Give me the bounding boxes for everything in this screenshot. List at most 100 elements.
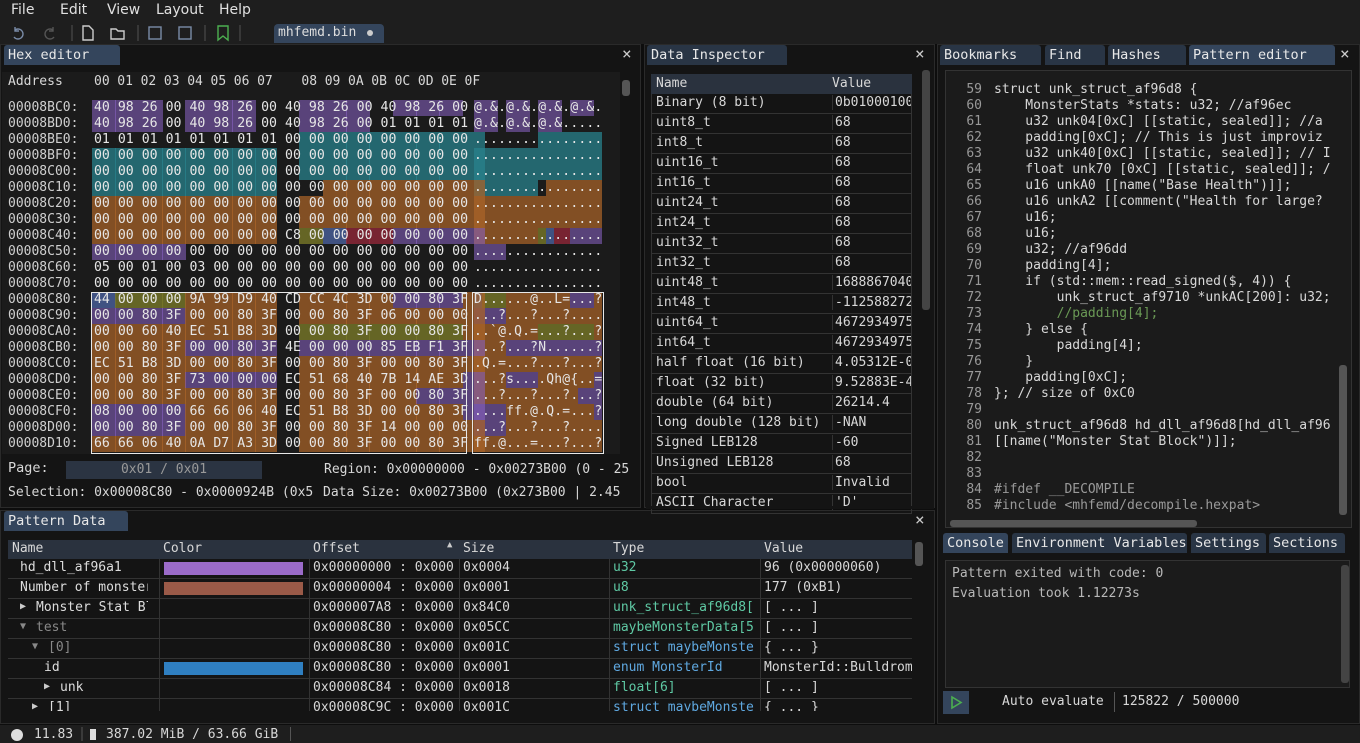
code-line: u16 unkA2 [[comment("Health for large? (994, 194, 1323, 209)
inspector-row[interactable]: bool Invalid (651, 474, 912, 494)
inspector-row[interactable]: int64_t 4672934975 (651, 334, 912, 354)
inspector-row[interactable]: double (64 bit) 26214.4 (651, 394, 912, 414)
ascii-highlight (482, 244, 490, 260)
new-file-icon[interactable] (82, 25, 94, 41)
inspector-row[interactable]: uint16_t 68 (651, 154, 912, 174)
panel-tab[interactable]: Pattern editor (1189, 45, 1335, 65)
byte-highlight (369, 196, 394, 212)
expand-arrow[interactable]: ▶ (32, 701, 39, 712)
code-line: u16 unkA0 [[name("Base Health")]]; (994, 178, 1292, 193)
byte-highlight (161, 196, 186, 212)
pattern-row[interactable]: ▶ Monster Stat Bl 0x000007A8 : 0x000 0x84C0… (8, 599, 912, 619)
inspector-row[interactable]: int24_t 68 (651, 214, 912, 234)
line-number: 70 (966, 258, 982, 273)
close-button[interactable]: × (1340, 44, 1350, 63)
byte-highlight (346, 420, 370, 436)
code-line: float unk70 [0xC] [[static, sealed]]; / (994, 162, 1331, 177)
ascii-highlight (594, 372, 602, 388)
byte-highlight (299, 420, 324, 436)
undo-icon[interactable] (13, 27, 24, 40)
menu-item[interactable]: Layout (156, 2, 204, 18)
ascii-highlight (578, 324, 586, 340)
inspector-row[interactable]: half float (16 bit) 4.05312E-0 (651, 354, 912, 374)
ascii-highlight (522, 164, 530, 180)
line-number: 61 (966, 114, 982, 129)
ascii-highlight (578, 372, 586, 388)
inspector-row[interactable]: ASCII Character 'D' (651, 494, 912, 514)
expand-arrow[interactable]: ▶ (20, 601, 27, 612)
inspector-row[interactable]: uint32_t 68 (651, 234, 912, 254)
close-button[interactable]: × (915, 510, 925, 529)
panel-tab[interactable]: Find (1045, 45, 1105, 65)
inspector-row[interactable]: float (32 bit) 9.52883E-4 (651, 374, 912, 394)
panel-tab[interactable]: Environment Variables (1012, 533, 1187, 553)
pattern-row[interactable]: Number of monster 0x00000004 : 0x000 0x000… (8, 579, 912, 599)
expand-arrow[interactable]: ▼ (20, 621, 27, 632)
panel-tab[interactable]: Sections (1269, 533, 1345, 553)
run-button[interactable] (943, 691, 969, 714)
save-as-icon[interactable] (178, 26, 192, 40)
inspector-row[interactable]: uint48_t 1688867040 (651, 274, 912, 294)
pattern-row[interactable]: hd_dll_af96a1 0x00000000 : 0x000 0x0004 u32… (8, 559, 912, 579)
byte-highlight (439, 228, 464, 244)
panel-tab[interactable]: Data Inspector (647, 45, 787, 65)
open-file-icon[interactable] (110, 28, 125, 40)
ascii-highlight (554, 324, 562, 340)
inspector-row[interactable]: int32_t 68 (651, 254, 912, 274)
byte-highlight (415, 308, 440, 324)
ascii-highlight (498, 356, 506, 372)
byte-highlight (346, 372, 370, 388)
expand-arrow[interactable]: ▶ (44, 681, 51, 692)
ascii-highlight (490, 180, 498, 196)
inspector-row[interactable]: uint8_t 68 (651, 114, 912, 134)
cell-border (309, 579, 310, 598)
menu-item[interactable]: File (11, 2, 35, 18)
auto-evaluate[interactable]: Auto evaluate (1002, 694, 1104, 709)
ascii-highlight (514, 292, 522, 308)
inspector-row[interactable]: Signed LEB128 -60 (651, 434, 912, 454)
menu-item[interactable]: Help (219, 2, 251, 18)
pattern-row[interactable]: id 0x00008C80 : 0x000 0x0001 enum MonsterId… (8, 659, 912, 679)
byte-highlight (231, 164, 256, 180)
save-icon[interactable] (148, 26, 162, 40)
size-cell: 0x05CC (463, 620, 510, 635)
pattern-row[interactable]: ▼ [0] 0x00008C80 : 0x000 0x001C struct maybe… (8, 639, 912, 659)
ascii-highlight (498, 340, 506, 356)
panel-tab[interactable]: Bookmarks (940, 45, 1041, 65)
inspector-row[interactable]: uint24_t 68 (651, 194, 912, 214)
ascii-highlight (538, 388, 546, 404)
inspector-row[interactable]: Binary (8 bit) 0b01000100 (651, 94, 912, 114)
close-button[interactable]: × (915, 44, 925, 63)
menu-item[interactable]: Edit (60, 2, 88, 18)
inspector-row[interactable]: int16_t 68 (651, 174, 912, 194)
code-line: padding[4]; (994, 258, 1112, 273)
cell-border (609, 679, 610, 698)
ascii-highlight (586, 388, 594, 404)
ascii-highlight (586, 212, 594, 228)
panel-tab[interactable]: Console (943, 533, 1008, 553)
pattern-row[interactable]: ▼ test 0x00008C80 : 0x000 0x05CC maybeMonste… (8, 619, 912, 639)
ascii-highlight (538, 116, 546, 132)
file-tab[interactable]: mhfemd.bin (274, 24, 384, 43)
bookmark-icon[interactable] (217, 25, 229, 42)
line-number: 66 (966, 194, 982, 209)
pattern-row[interactable]: ▶ unk 0x00008C84 : 0x000 0x0018 float[6] [ ..… (8, 679, 912, 699)
page-box[interactable]: 0x01 / 0x01 (66, 461, 262, 479)
panel-tab[interactable]: Pattern Data (4, 511, 128, 531)
byte-highlight (462, 404, 485, 420)
panel-tab[interactable]: Hex editor (4, 45, 120, 65)
panel-tab[interactable]: Settings (1191, 533, 1266, 553)
ascii-highlight (586, 180, 594, 196)
inspector-row[interactable]: int48_t -112588272 (651, 294, 912, 314)
name-cell: unk (60, 680, 84, 695)
menu-item[interactable]: View (107, 2, 141, 18)
panel-tab[interactable]: Hashes (1108, 45, 1186, 65)
byte-highlight (161, 340, 186, 356)
inspector-row[interactable]: uint64_t 4672934975 (651, 314, 912, 334)
inspector-row[interactable]: long double (128 bit) -NAN (651, 414, 912, 434)
close-button[interactable]: × (622, 44, 632, 63)
expand-arrow[interactable]: ▼ (32, 641, 39, 652)
inspector-row[interactable]: Unsigned LEB128 68 (651, 454, 912, 474)
console-box (945, 560, 1350, 688)
inspector-row[interactable]: int8_t 68 (651, 134, 912, 154)
